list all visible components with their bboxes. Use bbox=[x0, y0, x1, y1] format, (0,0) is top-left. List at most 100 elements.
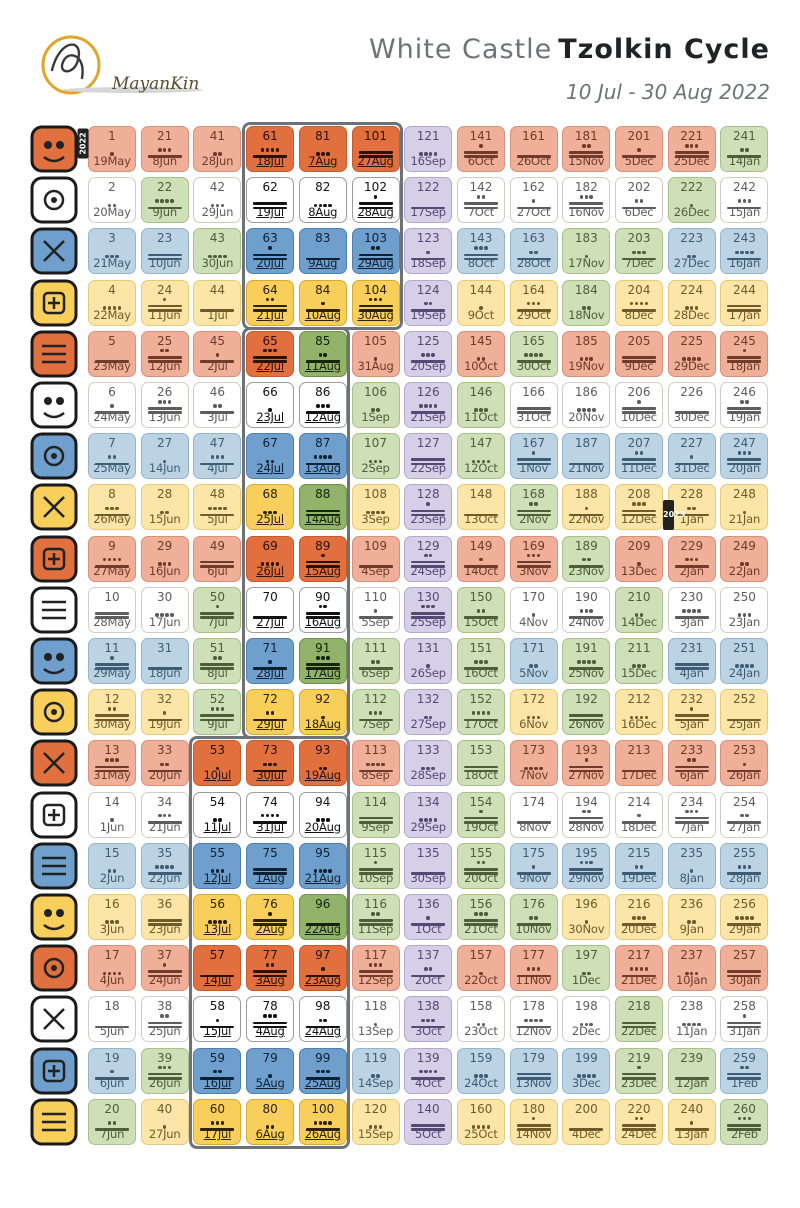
kin-date: 22Oct bbox=[464, 973, 498, 988]
kin-date: 24Sep bbox=[410, 563, 447, 578]
tone-digit bbox=[353, 810, 399, 824]
tone-digit bbox=[616, 1014, 662, 1029]
kin-date: 25Aug bbox=[304, 1075, 341, 1090]
tone-digit bbox=[142, 297, 188, 312]
tone-digit bbox=[247, 707, 293, 722]
kin-date: 8Aug bbox=[308, 205, 338, 220]
kin-date: 7Jul bbox=[207, 614, 228, 629]
tone-digit bbox=[194, 554, 240, 568]
kin-cell-244: 244 17Jan bbox=[720, 279, 769, 326]
kin-number: 119 bbox=[364, 1050, 387, 1065]
kin-number: 229 bbox=[680, 538, 704, 553]
kin-cell-217: 217 21Dec bbox=[615, 945, 663, 992]
kin-date: 3Jan bbox=[679, 614, 704, 629]
tone-digit bbox=[194, 502, 240, 517]
tone-digit bbox=[721, 912, 767, 926]
kin-number: 130 bbox=[416, 589, 440, 604]
kin-date: 21Sep bbox=[410, 410, 447, 424]
kin-cell-2: 2 20May bbox=[88, 177, 136, 224]
tone-digit bbox=[616, 246, 662, 261]
tone-digit bbox=[511, 502, 557, 517]
kin-number: 82 bbox=[315, 180, 331, 195]
tone-digit bbox=[405, 451, 451, 466]
kin-date: 25Jul bbox=[256, 512, 284, 527]
kin-cell-46: 46 3Jul bbox=[193, 382, 242, 428]
kin-cell-62: 62 19Jul bbox=[246, 177, 295, 224]
kin-number: 8 bbox=[108, 487, 116, 502]
tone-digit bbox=[142, 605, 188, 619]
tone-digit bbox=[142, 1014, 188, 1029]
tone-digit bbox=[89, 144, 135, 158]
kin-cell-155: 155 20Oct bbox=[456, 842, 505, 889]
ben-glyph-icon bbox=[30, 739, 78, 787]
kin-number: 140 bbox=[416, 1101, 440, 1116]
kin-cell-36: 36 23Jun bbox=[140, 894, 189, 940]
kin-number: 57 bbox=[209, 948, 226, 963]
kin-cell-128: 128 23Sep bbox=[404, 484, 453, 531]
tone-digit bbox=[721, 861, 767, 875]
kin-cell-10: 10 28May bbox=[88, 586, 136, 633]
kin-number: 168 bbox=[522, 487, 546, 502]
tone-digit bbox=[300, 195, 346, 209]
tone-digit bbox=[194, 604, 240, 619]
kin-number: 193 bbox=[574, 743, 598, 758]
kin-number: 69 bbox=[262, 538, 278, 553]
tone-digit bbox=[511, 246, 557, 261]
kin-date: 26Jul bbox=[256, 563, 284, 578]
tone-digit bbox=[353, 554, 399, 568]
tone-digit bbox=[142, 502, 188, 516]
kin-cell-188: 188 22Nov bbox=[562, 484, 611, 531]
kin-date: 14Aug bbox=[304, 512, 341, 527]
tone-digit bbox=[721, 1014, 767, 1029]
tone-digit bbox=[247, 451, 293, 465]
tone-digit bbox=[142, 963, 188, 978]
tone-digit bbox=[511, 349, 557, 363]
tone-digit bbox=[669, 144, 715, 158]
kin-cell-213: 213 17Dec bbox=[615, 740, 663, 787]
kin-cell-177: 177 11Nov bbox=[509, 945, 558, 992]
kin-date: 28Sep bbox=[410, 768, 447, 783]
kin-date: 22Sep bbox=[410, 461, 447, 476]
tone-digit bbox=[511, 298, 557, 312]
kin-cell-160: 160 25Oct bbox=[456, 1098, 505, 1145]
tone-digit bbox=[458, 860, 504, 875]
kin-date: 12Oct bbox=[464, 461, 498, 476]
kin-number: 52 bbox=[209, 692, 226, 707]
kin-number: 252 bbox=[732, 692, 756, 707]
kin-cell-125: 125 20Sep bbox=[404, 330, 453, 377]
kin-date: 23Jul bbox=[256, 410, 284, 424]
kin-number: 48 bbox=[209, 487, 226, 502]
kin-date: 12Aug bbox=[304, 410, 341, 424]
kin-date: 11Sep bbox=[357, 922, 394, 936]
kin-cell-4: 4 22May bbox=[88, 279, 136, 326]
kin-cell-245: 245 18Jan bbox=[720, 330, 769, 377]
tone-digit bbox=[511, 861, 557, 875]
kin-number: 36 bbox=[157, 897, 173, 911]
kin-number: 68 bbox=[262, 487, 278, 502]
tone-digit bbox=[353, 860, 399, 875]
kin-number: 182 bbox=[574, 180, 598, 195]
tone-digit bbox=[300, 810, 346, 824]
kin-number: 60 bbox=[209, 1101, 226, 1116]
tone-digit bbox=[300, 298, 346, 312]
kin-number: 13 bbox=[104, 743, 120, 758]
kin-cell-94: 94 20Aug bbox=[298, 791, 347, 838]
kin-date: 13Jan bbox=[676, 1126, 708, 1141]
kin-date: 24Jul bbox=[256, 461, 284, 476]
kin-number: 244 bbox=[732, 282, 756, 297]
kin-date: 27Aug bbox=[357, 154, 394, 168]
tone-digit bbox=[247, 656, 293, 670]
kin-number: 148 bbox=[469, 487, 493, 502]
kin-cell-54: 54 11Jul bbox=[193, 791, 242, 838]
kin-number: 133 bbox=[416, 743, 440, 758]
kin-cell-122: 122 17Sep bbox=[404, 177, 453, 224]
kin-date: 8Jul bbox=[207, 666, 228, 680]
tone-digit bbox=[405, 707, 451, 721]
kin-cell-190: 190 24Nov bbox=[562, 586, 611, 633]
tone-digit bbox=[511, 963, 557, 978]
kin-number: 91 bbox=[315, 641, 331, 655]
kin-date: 5Aug bbox=[255, 1075, 285, 1090]
tone-digit bbox=[89, 810, 135, 824]
kin-cell-79: 79 5Aug bbox=[246, 1047, 295, 1094]
